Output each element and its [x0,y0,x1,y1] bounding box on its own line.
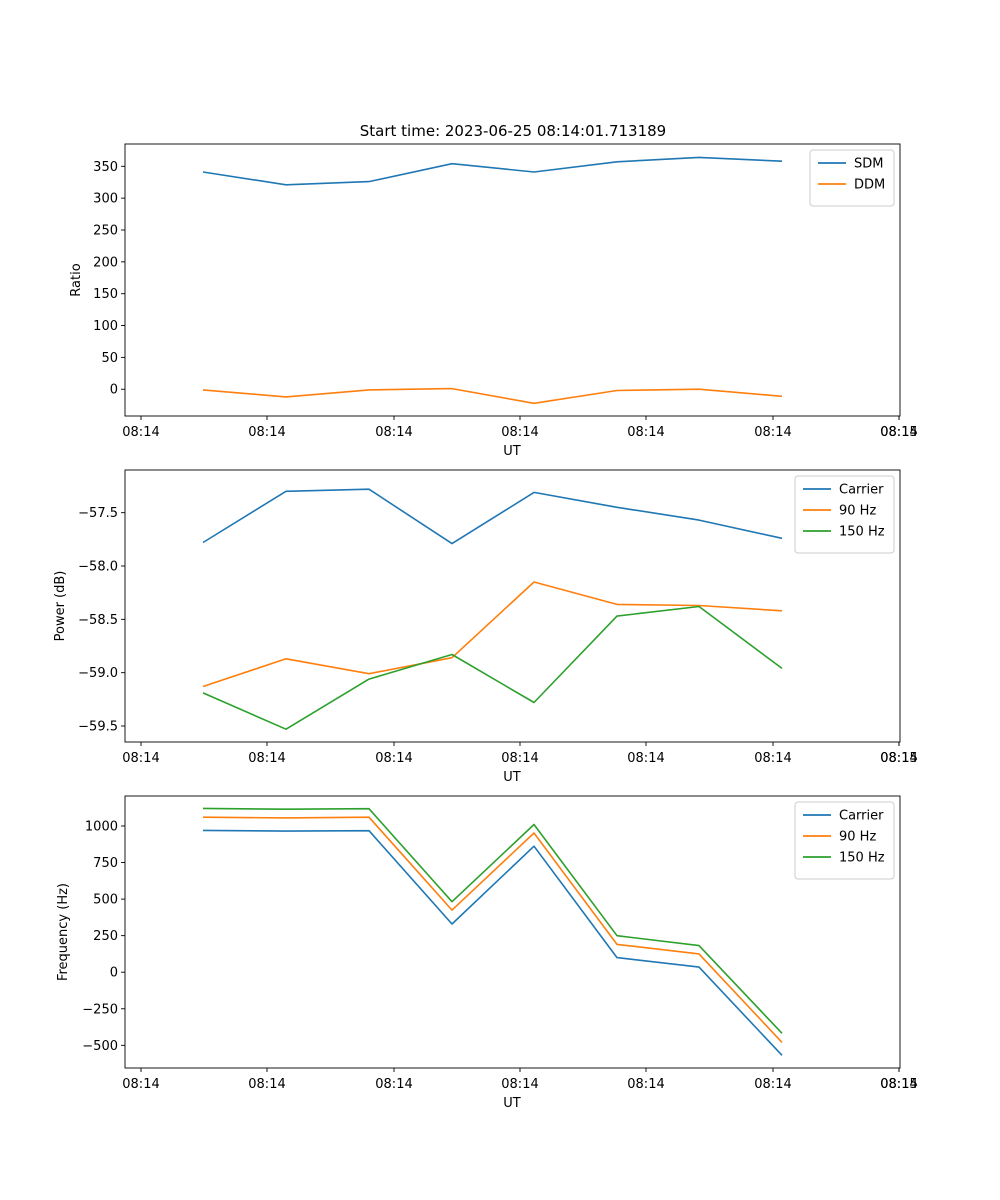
series-line [202,156,783,186]
axes-frame [124,143,901,417]
legend-box [794,475,895,554]
legend-label: Carrier [839,809,884,824]
figure-title: Start time: 2023-06-25 08:14:01.713189 [360,122,666,140]
y-tick-label: −57.5 [78,506,118,521]
y-axis-label: Power (dB) [53,571,68,642]
chart-panel: 08:14 08:14 08:14 08:14 08:14 08:14 08:1408:15… [53,469,918,785]
y-tick-label: 50 [101,351,118,366]
y-tick-label: 100 [93,319,118,334]
y-tick-label: −500 [82,1039,118,1054]
y-tick-label: 0 [110,966,118,981]
y-tick-label: 150 [93,287,118,302]
y-tick-label: 1000 [85,819,118,834]
x-axis-label: UT [503,1096,521,1111]
y-tick-label: 0 [110,383,118,398]
y-axis-label: Frequency (Hz) [56,883,71,981]
y-tick-label: −59.5 [78,720,118,735]
x-tick-label: 08:14 [248,751,285,766]
x-tick-label: 08:15 [880,425,917,440]
y-tick-label: −58.5 [78,613,118,628]
series-line [202,807,783,1034]
series-line [202,387,783,405]
y-tick-label: −58.0 [78,560,118,575]
x-tick-label: 08:14 [501,1077,538,1092]
legend-label: Carrier [839,483,884,498]
series-line [202,581,783,688]
x-tick-label: 08:14 [880,425,917,440]
legend: Carrier 90 Hz 150 Hz [794,475,895,554]
series-line [202,605,783,731]
x-tick-label: 08:14 [122,425,159,440]
legend-label: SDM [854,157,883,172]
x-tick-label: 08:14 [627,1077,664,1092]
x-tick-label: 08:14 [122,1077,159,1092]
series-line [202,816,783,1043]
x-tick-label: 08:14 [375,1077,412,1092]
y-tick-label: −250 [82,1002,118,1017]
y-tick-label: −59.0 [78,666,118,681]
legend-label: 150 Hz [839,851,885,866]
series-line [202,829,783,1056]
y-tick-label: 200 [93,255,118,270]
y-tick-label: 350 [93,160,118,175]
axes-frame [124,795,901,1069]
chart-panel: 08:14 08:14 08:14 08:14 08:14 08:14 08:1408:15… [56,795,918,1111]
x-axis-label: UT [503,770,521,785]
y-tick-label: 300 [93,192,118,207]
x-tick-label: 08:14 [627,751,664,766]
x-tick-label: 08:14 [375,425,412,440]
x-tick-label: 08:14 [375,751,412,766]
x-tick-label: 08:14 [248,425,285,440]
legend-label: DDM [854,178,885,193]
x-tick-label: 08:14 [880,751,917,766]
y-tick-label: 750 [93,856,118,871]
legend-label: 90 Hz [839,504,876,519]
x-tick-label: 08:14 [754,1077,791,1092]
y-tick-label: 250 [93,223,118,238]
series-line [202,488,783,545]
x-tick-label: 08:15 [880,1077,917,1092]
x-tick-label: 08:14 [501,425,538,440]
x-tick-label: 08:14 [627,425,664,440]
chart-panel: 08:14 08:14 08:14 08:14 08:14 08:14 08:1408:15… [69,143,918,459]
legend-box [794,801,895,880]
x-tick-label: 08:14 [501,751,538,766]
x-tick-label: 08:14 [754,425,791,440]
legend: SDM DDM [809,149,895,207]
axes-frame [124,469,901,743]
legend: Carrier 90 Hz 150 Hz [794,801,895,880]
x-axis-label: UT [503,444,521,459]
legend-box [809,149,895,207]
x-tick-label: 08:14 [122,751,159,766]
y-tick-label: 250 [93,929,118,944]
x-tick-label: 08:14 [754,751,791,766]
y-axis-label: Ratio [69,263,84,296]
axes-container: 08:14 08:14 08:14 08:14 08:14 08:14 08:1408:15… [53,143,918,1111]
x-tick-label: 08:15 [880,751,917,766]
x-tick-label: 08:14 [880,1077,917,1092]
x-tick-label: 08:14 [248,1077,285,1092]
y-tick-label: 500 [93,893,118,908]
legend-label: 90 Hz [839,830,876,845]
legend-label: 150 Hz [839,525,885,540]
